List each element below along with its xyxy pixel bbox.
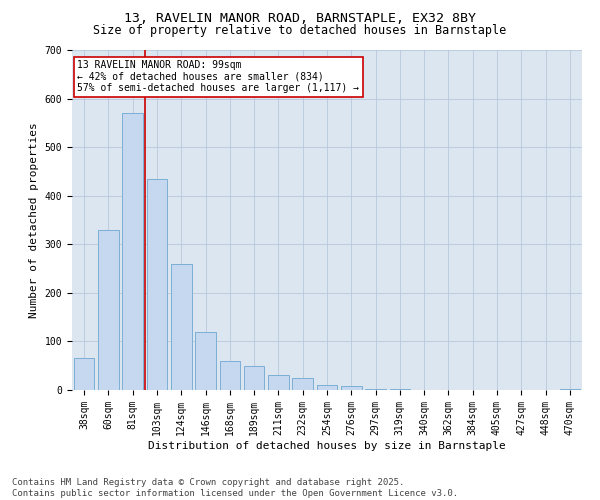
Bar: [195, 332, 216, 390]
Bar: [146, 178, 167, 390]
Bar: [292, 378, 313, 390]
Bar: [389, 389, 410, 390]
Bar: [317, 385, 337, 390]
Text: 13 RAVELIN MANOR ROAD: 99sqm
← 42% of detached houses are smaller (834)
57% of s: 13 RAVELIN MANOR ROAD: 99sqm ← 42% of de…: [77, 60, 359, 94]
Text: Size of property relative to detached houses in Barnstaple: Size of property relative to detached ho…: [94, 24, 506, 37]
Bar: [560, 389, 580, 390]
Bar: [122, 113, 143, 390]
Text: 13, RAVELIN MANOR ROAD, BARNSTAPLE, EX32 8BY: 13, RAVELIN MANOR ROAD, BARNSTAPLE, EX32…: [124, 12, 476, 26]
Y-axis label: Number of detached properties: Number of detached properties: [29, 122, 39, 318]
Bar: [341, 386, 362, 390]
Bar: [244, 366, 265, 390]
Bar: [268, 376, 289, 390]
Bar: [74, 358, 94, 390]
Bar: [171, 264, 191, 390]
Bar: [98, 230, 119, 390]
Bar: [220, 361, 240, 390]
Bar: [365, 388, 386, 390]
X-axis label: Distribution of detached houses by size in Barnstaple: Distribution of detached houses by size …: [148, 440, 506, 450]
Text: Contains HM Land Registry data © Crown copyright and database right 2025.
Contai: Contains HM Land Registry data © Crown c…: [12, 478, 458, 498]
